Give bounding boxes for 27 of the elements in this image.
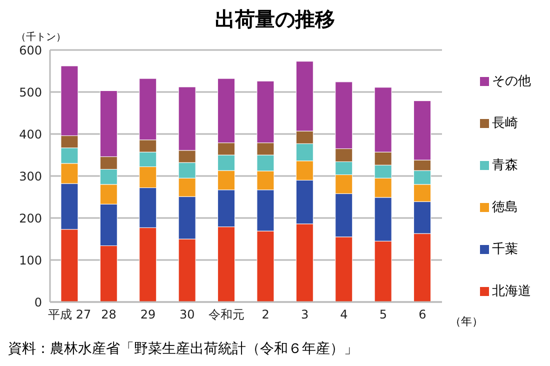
x-tick-label: 4 (340, 308, 348, 322)
x-axis-title: （年） (450, 314, 483, 329)
legend-label: 千葉 (492, 241, 518, 258)
legend-label: 青森 (492, 157, 518, 174)
y-tick-label: 500 (19, 85, 42, 100)
x-tick-label: 平成 27 (48, 308, 92, 322)
legend-label: その他 (492, 73, 531, 90)
y-tick-label: 100 (19, 253, 42, 268)
legend-label: 北海道 (492, 283, 531, 300)
x-tick-label: 30 (180, 308, 195, 322)
x-tick-label: 2 (262, 308, 270, 322)
text: 資料：農林水産省「野菜生産出荷統計（令和６年産）」 (8, 340, 358, 358)
x-tick-label: 28 (101, 308, 116, 322)
y-tick-label: 200 (19, 211, 42, 226)
legend-label: 長崎 (492, 115, 518, 132)
legend-label: 徳島 (492, 199, 518, 216)
y-tick-label: 400 (19, 127, 42, 142)
x-tick-label: 令和元 (208, 308, 244, 322)
y-tick-label: 600 (19, 43, 42, 58)
x-tick-label: 3 (300, 308, 309, 322)
chart-title: 出荷量の推移 (214, 6, 336, 33)
x-tick-label: 29 (140, 308, 156, 322)
y-axis-title: （千トン） (16, 30, 66, 44)
y-tick-label: 300 (19, 169, 42, 184)
y-tick-label: 0 (34, 295, 42, 310)
x-tick-label: 5 (379, 308, 388, 322)
x-tick-label: 6 (418, 308, 426, 322)
